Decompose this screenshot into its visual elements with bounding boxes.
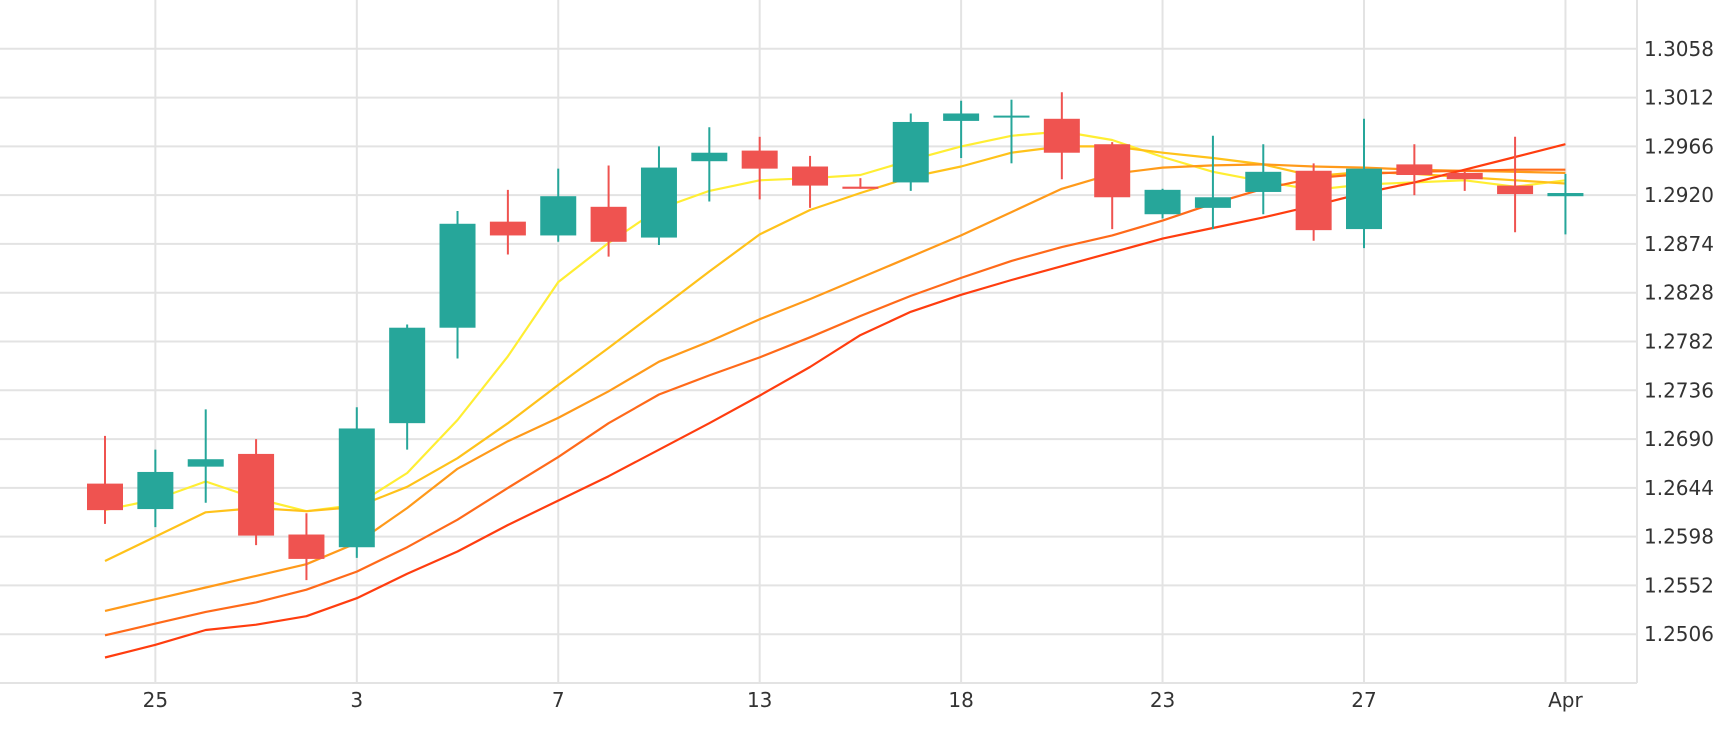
candle-body [993, 115, 1030, 118]
candle [1396, 144, 1433, 196]
candle-body [640, 167, 677, 238]
y-tick-label: 1.2828 [1644, 281, 1714, 305]
candle [1346, 118, 1382, 249]
candle-body [1295, 170, 1332, 231]
candle-body [842, 186, 879, 189]
y-tick-label: 1.2644 [1644, 476, 1714, 500]
candle [338, 407, 375, 558]
candle-body [1043, 118, 1080, 153]
y-tick-label: 1.2782 [1644, 330, 1714, 354]
x-axis: 25 3 7 13 18 23 27 Apr [143, 688, 1584, 712]
x-tick-label: 25 [143, 688, 168, 712]
candle [540, 168, 577, 242]
y-tick-label: 1.3012 [1644, 86, 1714, 110]
candle [1547, 173, 1584, 235]
candle [1194, 135, 1231, 230]
candle-body [187, 459, 224, 467]
candle-body [338, 428, 375, 548]
candle [892, 113, 929, 191]
y-tick-label: 1.3058 [1644, 37, 1714, 61]
candle [1446, 171, 1483, 191]
candle [943, 100, 980, 159]
candle-body [87, 483, 123, 511]
candle [993, 99, 1030, 164]
candle [187, 409, 224, 503]
y-tick-label: 1.2920 [1644, 183, 1714, 207]
candle [1144, 188, 1181, 219]
candle-body [1497, 185, 1534, 195]
x-tick-label: 13 [747, 688, 772, 712]
y-tick-label: 1.2736 [1644, 378, 1714, 402]
x-tick-label: 27 [1351, 688, 1376, 712]
candle [1094, 142, 1131, 230]
x-tick-label: 18 [948, 688, 973, 712]
candle [792, 155, 829, 208]
candle-body [691, 152, 728, 162]
x-tick-label: Apr [1548, 688, 1583, 712]
candles [87, 92, 1584, 581]
x-tick-label: 23 [1150, 688, 1175, 712]
candle [1497, 136, 1534, 233]
candle [1043, 92, 1080, 180]
x-tick-label: 7 [552, 688, 565, 712]
candle [288, 513, 325, 581]
candle-body [892, 121, 929, 183]
candle-body [1346, 168, 1382, 230]
candle [640, 146, 677, 245]
y-tick-label: 1.2690 [1644, 427, 1714, 451]
candle-body [137, 471, 174, 510]
candle [137, 449, 174, 528]
candle-body [1245, 171, 1282, 192]
candle [439, 211, 476, 359]
candle [842, 178, 879, 189]
y-tick-label: 1.2598 [1644, 525, 1714, 549]
y-axis: 1.3058 1.3012 1.2966 1.2920 1.2874 1.2828 1.27… [1644, 37, 1714, 646]
candle-body [1396, 164, 1433, 175]
y-tick-label: 1.2506 [1644, 622, 1714, 646]
y-tick-label: 1.2552 [1644, 573, 1714, 597]
y-tick-label: 1.2966 [1644, 134, 1714, 158]
candle-body [792, 166, 829, 186]
candle [590, 165, 627, 257]
candle-body [389, 327, 426, 424]
x-tick-label: 3 [350, 688, 363, 712]
candle-body [1446, 172, 1483, 180]
candle-body [1094, 144, 1131, 198]
candle [741, 136, 778, 200]
candle [1295, 163, 1332, 241]
candle-body [943, 113, 980, 121]
y-tick-label: 1.2874 [1644, 232, 1714, 256]
candle-body [1194, 197, 1231, 208]
moving-average-line-4 [104, 168, 1566, 637]
candle-body [238, 453, 275, 536]
candle-body [1144, 189, 1181, 215]
candle [1245, 144, 1282, 215]
candle-body [439, 223, 476, 328]
candle [389, 324, 426, 450]
grid [0, 0, 1638, 684]
candle [489, 189, 526, 255]
candle-body [540, 196, 577, 236]
candle-body [489, 221, 526, 236]
candle-body [741, 150, 778, 169]
candle [238, 439, 275, 546]
candle-body [1547, 193, 1584, 197]
candle [87, 435, 123, 524]
candle-body [590, 206, 627, 242]
candle-body [288, 534, 325, 559]
candle [691, 127, 728, 202]
